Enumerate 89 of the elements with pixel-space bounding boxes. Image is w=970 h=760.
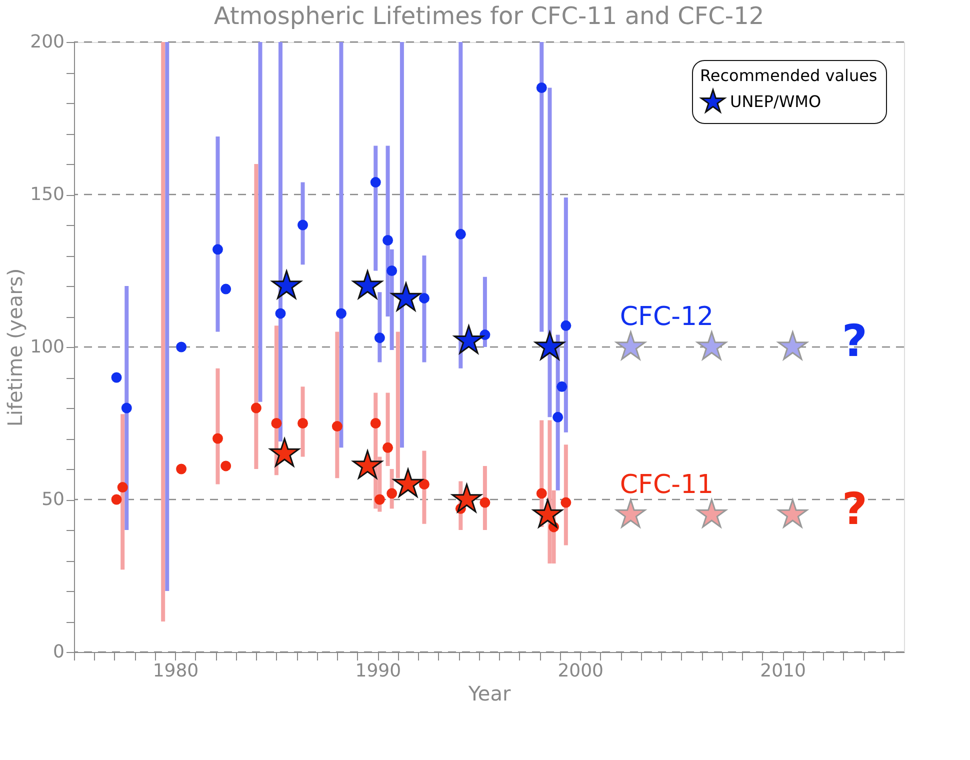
y-tick-label: 150 [30,184,64,205]
point [616,331,646,360]
point [121,402,132,414]
bar [278,42,282,442]
point [374,494,385,505]
series-label: CFC-11 [620,470,714,500]
point [117,482,128,493]
bar [548,88,552,418]
point [616,499,646,528]
annotation: ? [842,484,868,535]
x-tick-label: 1990 [355,660,402,682]
point [111,372,122,383]
bar [458,42,463,368]
y-axis-title: Lifetime (years) [3,268,28,427]
bar [564,198,568,432]
point [536,488,547,499]
point [778,499,808,528]
bar [216,136,220,332]
point [560,320,572,331]
y-tick-label: 0 [53,642,64,662]
point [532,499,563,528]
bar [335,332,340,478]
point [176,464,187,474]
bar [216,368,220,484]
point [370,418,381,428]
point [272,270,302,299]
point [418,479,430,490]
point [298,418,308,428]
x-tick-label: 1980 [152,660,199,682]
x-tick-label: 2010 [760,660,806,682]
point [332,421,342,432]
point [480,497,490,508]
legend-label: UNEP/WMO [730,92,822,111]
bar [120,414,125,570]
bar [161,42,166,622]
y-tick-label: 50 [42,489,64,510]
bar [254,164,258,469]
point [560,497,572,508]
point [336,308,346,319]
point [220,460,232,472]
point [696,331,727,360]
chart-title: Atmospheric Lifetimes for CFC-11 and CFC-12 [214,2,764,30]
point [270,438,300,467]
bar [400,42,404,448]
point [382,235,394,246]
point [176,342,187,352]
y-tick-label: 100 [30,336,64,358]
point [220,284,232,294]
point [386,266,398,276]
point [298,220,308,230]
point [452,484,482,512]
bar [422,256,426,362]
point [454,325,484,354]
x-tick-label: 2000 [558,660,604,682]
point [212,244,223,255]
point [271,418,282,428]
point [386,488,398,499]
bar [396,332,400,478]
point [250,402,262,414]
series-label: CFC-12 [620,302,714,332]
legend-title: Recommended values [700,66,878,85]
annotation: ? [842,316,868,367]
point [370,177,381,188]
point [778,331,808,360]
bar [339,42,344,448]
x-axis-title: Year [467,682,512,706]
point [352,450,383,479]
point [275,308,286,319]
point [455,228,466,240]
point [393,468,424,498]
point [390,282,422,312]
bar [165,42,170,591]
bar [124,286,129,530]
point [212,433,223,444]
bar [564,444,568,546]
point [111,494,122,505]
bar [540,42,544,332]
point [418,292,430,304]
point [552,412,564,422]
point [382,442,394,453]
point [536,82,547,93]
bar [258,42,262,402]
y-tick-label: 200 [30,32,64,52]
point [352,270,383,299]
bar [374,146,378,271]
point [534,331,565,360]
point [696,499,727,528]
point [374,332,385,344]
point [556,381,568,392]
